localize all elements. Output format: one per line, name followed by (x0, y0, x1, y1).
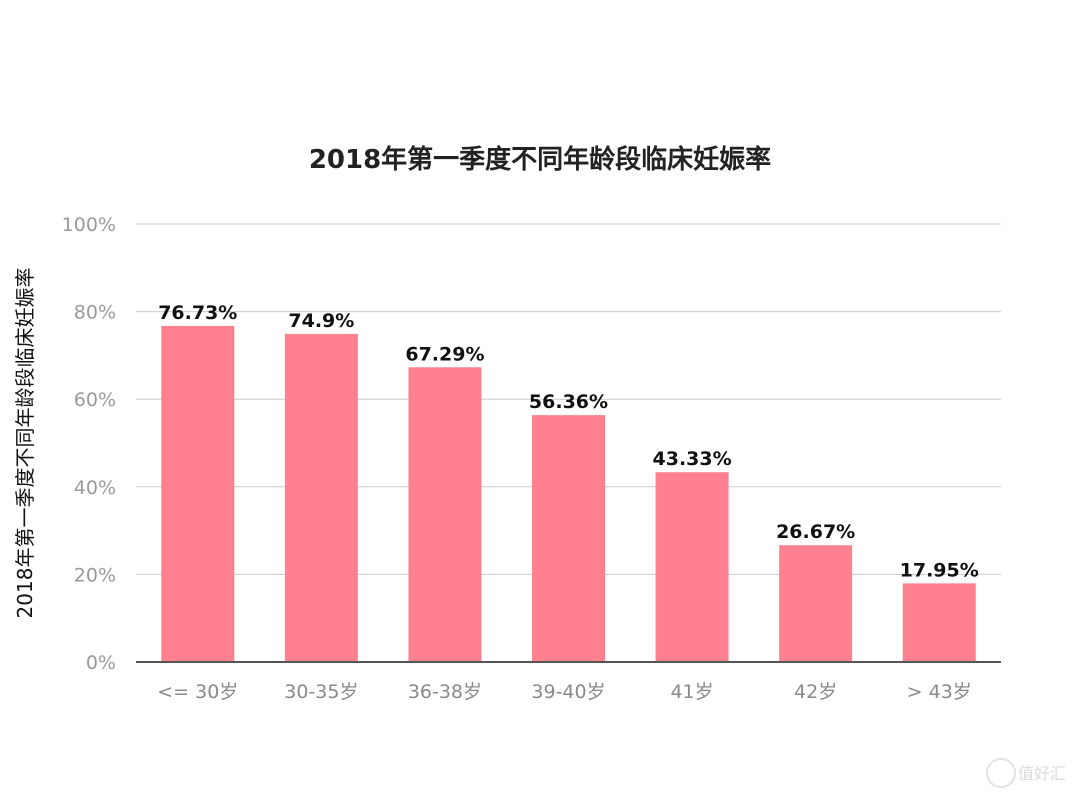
watermark-logo-icon (986, 758, 1016, 788)
x-tick-label: > 43岁 (907, 681, 972, 703)
watermark: 值好汇 (986, 756, 1066, 796)
y-axis-label: 2018年第一季度不同年龄段临床妊娠率 (13, 268, 37, 619)
bar (532, 415, 605, 662)
bar (902, 583, 976, 662)
y-tick-label: 60% (74, 389, 116, 411)
gridlines (136, 223, 1001, 575)
x-tick-label: <= 30岁 (157, 681, 238, 703)
data-label: 74.9% (288, 310, 354, 332)
data-label: 56.36% (529, 391, 608, 413)
chart-title: 2018年第一季度不同年龄段临床妊娠率 (309, 144, 771, 175)
y-axis-ticks: 0% 20% 40% 60% 80% 100% (62, 214, 116, 674)
x-tick-label: 30-35岁 (284, 681, 358, 703)
data-labels: 76.73% 74.9% 67.29% 56.36% 43.33% 26.67% 17.95… (158, 302, 979, 581)
data-label: 67.29% (405, 343, 484, 365)
bar (408, 367, 482, 662)
x-tick-label: 42岁 (794, 681, 837, 703)
x-axis-ticks: <= 30岁 30-35岁 36-38岁 39-40岁 41岁 42岁 > 43岁 (157, 681, 972, 703)
bars (161, 325, 976, 662)
x-tick-label: 36-38岁 (408, 681, 482, 703)
y-tick-label: 100% (62, 214, 116, 236)
x-tick-label: 41岁 (670, 681, 713, 703)
watermark-text: 值好汇 (1018, 764, 1067, 783)
y-tick-label: 0% (86, 652, 116, 674)
data-label: 43.33% (653, 448, 732, 470)
y-tick-label: 80% (74, 302, 116, 324)
bar (655, 472, 729, 662)
data-label: 26.67% (776, 521, 855, 543)
bar (284, 333, 358, 662)
x-tick-label: 39-40岁 (531, 681, 605, 703)
y-tick-label: 40% (74, 477, 116, 499)
data-label: 17.95% (900, 559, 979, 581)
y-tick-label: 20% (74, 564, 116, 586)
data-label: 76.73% (158, 302, 237, 324)
bar (161, 325, 235, 662)
bar (779, 545, 853, 662)
